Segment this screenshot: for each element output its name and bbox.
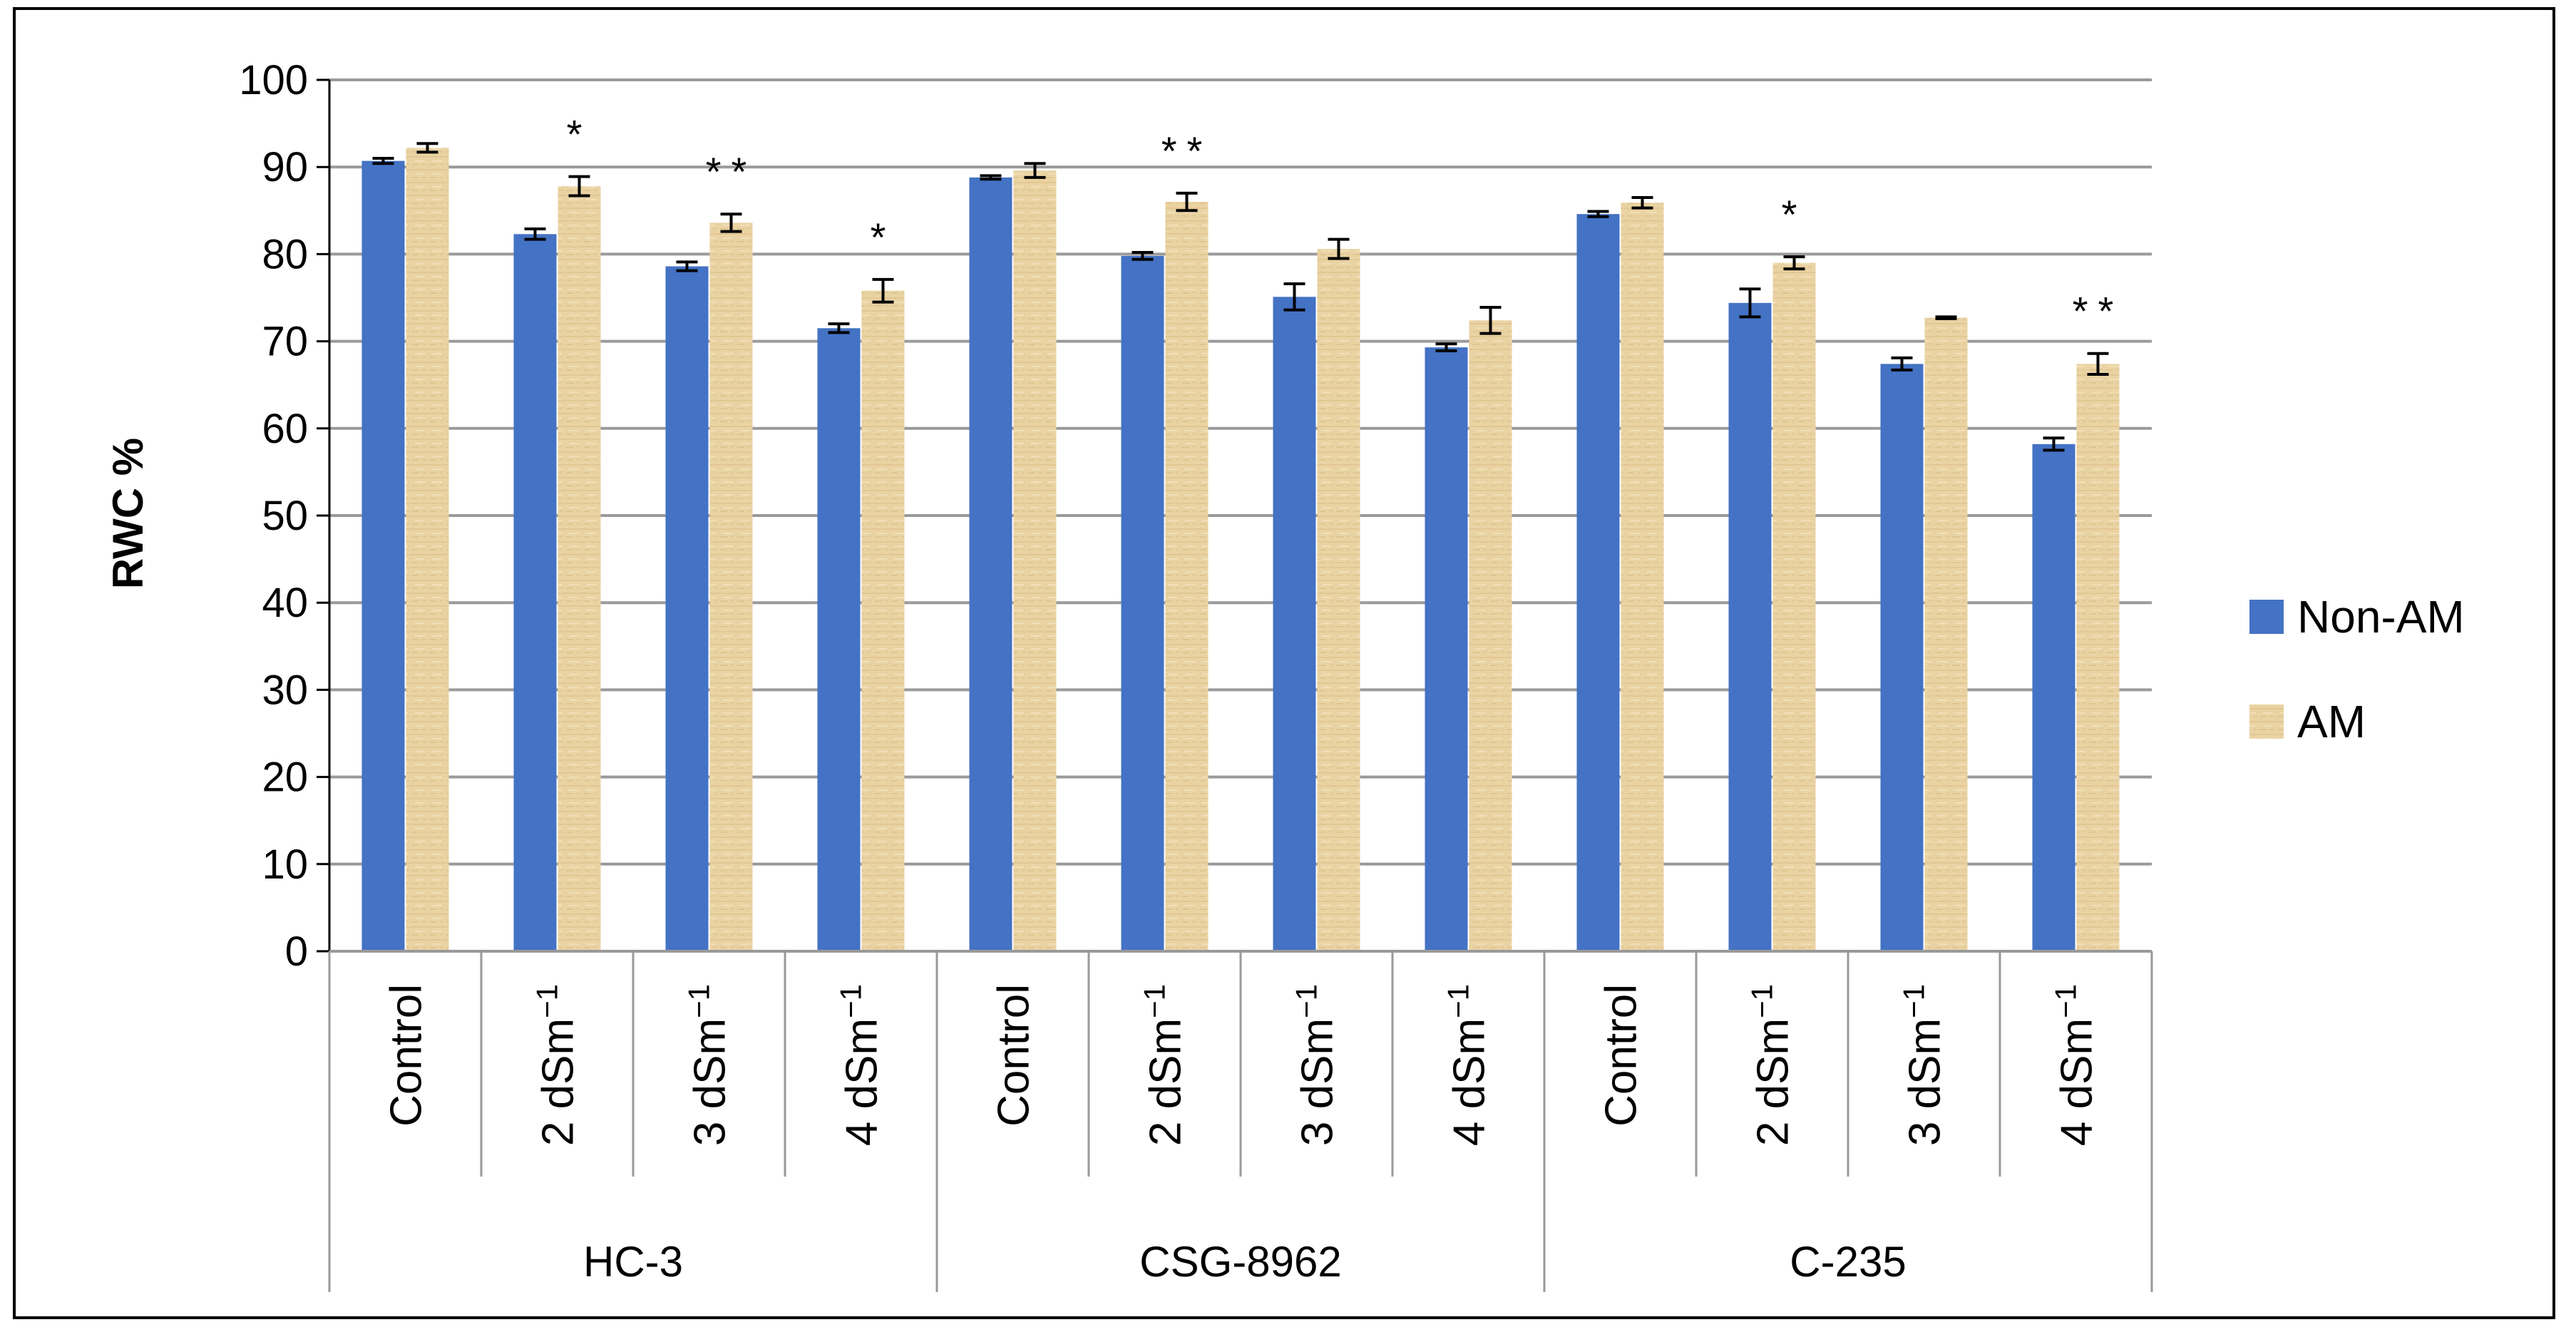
error-bar-am-5 <box>1176 191 1198 212</box>
error-bar-am-8 <box>1631 195 1653 210</box>
bar-non-am-2 <box>665 266 709 951</box>
y-tick-label-20: 20 <box>262 754 308 801</box>
error-bar-am-4 <box>1024 162 1046 179</box>
bar-am-8 <box>1621 203 1664 951</box>
error-bar-am-11 <box>2087 352 2109 377</box>
bar-non-am-6 <box>1273 297 1316 951</box>
x-category-label-7: 4 dSm−1 <box>1442 984 1494 1146</box>
significance-1: * <box>567 112 592 157</box>
error-bar-non-am-11 <box>2043 436 2065 452</box>
x-group-label-0: HC-3 <box>583 1238 683 1286</box>
error-bar-am-7 <box>1479 305 1502 335</box>
x-category-label-0: Control <box>382 984 431 1127</box>
bar-am-7 <box>1469 320 1512 952</box>
bar-am-10 <box>1924 317 1968 952</box>
legend-swatch-am <box>2249 705 2284 739</box>
y-axis-ticks: 0 10 20 30 40 50 60 70 80 90 100 <box>239 57 331 975</box>
legend: Non-AM AM <box>2249 591 2465 747</box>
bar-am-6 <box>1317 249 1360 951</box>
grid-lines <box>329 78 2152 866</box>
bar-non-am-5 <box>1121 255 1164 951</box>
error-bar-am-2 <box>720 212 742 233</box>
y-axis-title: RWC % <box>104 438 152 589</box>
bar-non-am-7 <box>1425 347 1468 951</box>
legend-swatch-non-am <box>2249 600 2284 634</box>
bar-non-am-1 <box>513 234 557 951</box>
error-bar-non-am-2 <box>676 260 698 272</box>
error-bar-non-am-3 <box>828 322 850 334</box>
error-bar-am-1 <box>568 175 590 198</box>
legend-label-non-am: Non-AM <box>2297 591 2465 642</box>
y-tick-label-40: 40 <box>262 580 308 626</box>
bar-non-am-10 <box>1880 364 1924 951</box>
significance-markers: ********* <box>567 112 2124 334</box>
y-tick-label-60: 60 <box>262 406 308 452</box>
bar-non-am-0 <box>361 160 405 951</box>
x-category-label-8: Control <box>1597 984 1646 1127</box>
significance-11: ** <box>2073 289 2124 334</box>
error-bar-non-am-0 <box>372 156 394 165</box>
significance-9: * <box>1782 192 1807 237</box>
error-bar-am-9 <box>1783 255 1805 271</box>
bars <box>361 148 2120 952</box>
x-category-label-9: 2 dSm−1 <box>1745 984 1798 1146</box>
error-bar-non-am-4 <box>980 174 1002 181</box>
significance-5: ** <box>1161 128 1213 173</box>
bar-am-1 <box>558 186 601 952</box>
error-bar-non-am-1 <box>524 227 546 241</box>
x-group-label-1: CSG-8962 <box>1139 1238 1341 1286</box>
bar-am-0 <box>406 148 449 951</box>
x-axis-labels: Control 2 dSm−1 3 dSm−1 4 dSm−1 Control 2 dSm… <box>382 984 2102 1286</box>
y-tick-label-30: 30 <box>262 667 308 713</box>
y-tick-label-80: 80 <box>262 231 308 277</box>
bar-am-5 <box>1165 202 1209 952</box>
error-bars <box>372 142 2109 452</box>
y-tick-label-0: 0 <box>285 928 308 975</box>
y-tick-label-10: 10 <box>262 841 308 888</box>
x-category-label-10: 3 dSm−1 <box>1897 984 1950 1146</box>
error-bar-am-0 <box>416 142 438 154</box>
error-bar-non-am-7 <box>1435 342 1457 353</box>
significance-2: ** <box>706 149 757 194</box>
x-category-label-4: Control <box>990 984 1039 1127</box>
x-category-label-6: 3 dSm−1 <box>1290 984 1343 1146</box>
x-category-label-11: 4 dSm−1 <box>2049 984 2102 1146</box>
error-bar-non-am-6 <box>1283 282 1305 312</box>
x-axis <box>328 950 2153 1292</box>
bar-non-am-8 <box>1576 214 1620 951</box>
x-category-label-2: 3 dSm−1 <box>682 984 735 1146</box>
bar-non-am-9 <box>1728 302 1772 951</box>
y-tick-label-50: 50 <box>262 493 308 539</box>
x-group-label-2: C-235 <box>1790 1238 1906 1286</box>
error-bar-non-am-10 <box>1891 356 1913 372</box>
error-bar-am-6 <box>1328 237 1350 260</box>
significance-3: * <box>871 215 896 260</box>
x-category-label-3: 4 dSm−1 <box>834 984 887 1146</box>
error-bar-non-am-8 <box>1587 210 1609 218</box>
bar-non-am-11 <box>2032 444 2075 951</box>
y-tick-label-90: 90 <box>262 144 308 190</box>
x-category-label-1: 2 dSm−1 <box>530 984 583 1146</box>
bar-am-3 <box>861 290 905 951</box>
error-bar-am-3 <box>872 277 894 304</box>
y-tick-label-70: 70 <box>262 319 308 365</box>
bar-am-2 <box>709 222 753 952</box>
legend-label-am: AM <box>2297 696 2366 747</box>
bar-non-am-3 <box>817 328 861 951</box>
bar-non-am-4 <box>969 177 1012 951</box>
error-bar-non-am-9 <box>1739 287 1761 319</box>
bar-am-9 <box>1772 262 1816 951</box>
bar-am-4 <box>1013 170 1057 951</box>
y-tick-label-100: 100 <box>239 57 308 103</box>
bar-am-11 <box>2076 364 2120 951</box>
error-bar-am-10 <box>1935 315 1957 320</box>
x-category-label-5: 2 dSm−1 <box>1138 984 1191 1146</box>
error-bar-non-am-5 <box>1132 250 1154 261</box>
